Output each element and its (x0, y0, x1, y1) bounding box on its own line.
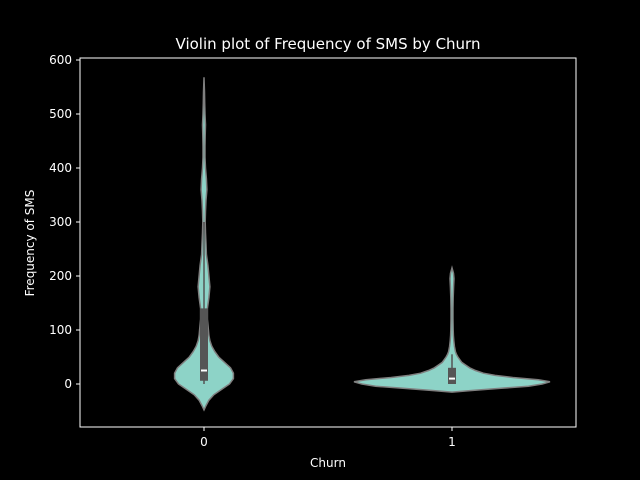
chart-title: Violin plot of Frequency of SMS by Churn (176, 35, 481, 53)
x-axis-label: Churn (310, 456, 346, 470)
x-tick-label: 0 (200, 435, 208, 449)
violin-body-1 (353, 265, 551, 393)
y-tick-label: 200 (49, 269, 72, 283)
violin-box-0 (200, 308, 208, 381)
y-axis: 0 100 200 300 400 500 600 (49, 53, 80, 391)
y-tick-label: 500 (49, 107, 72, 121)
y-axis-label: Frequency of SMS (23, 190, 37, 297)
x-tick-label: 1 (448, 435, 456, 449)
y-tick-label: 0 (64, 377, 72, 391)
y-tick-label: 100 (49, 323, 72, 337)
y-tick-label: 300 (49, 215, 72, 229)
plot-area (173, 77, 551, 412)
y-tick-label: 600 (49, 53, 72, 67)
violin-1 (353, 265, 551, 393)
axes-frame (79, 57, 577, 428)
y-tick-label: 400 (49, 161, 72, 175)
violin-0 (173, 77, 235, 412)
violin-box-1 (448, 367, 456, 384)
